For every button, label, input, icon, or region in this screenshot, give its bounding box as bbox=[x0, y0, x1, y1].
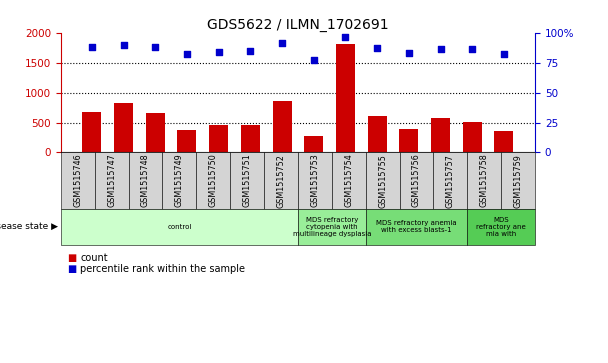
Text: percentile rank within the sample: percentile rank within the sample bbox=[80, 264, 245, 274]
Text: GSM1515750: GSM1515750 bbox=[209, 154, 218, 208]
Bar bbox=[304, 136, 323, 152]
Title: GDS5622 / ILMN_1702691: GDS5622 / ILMN_1702691 bbox=[207, 18, 389, 32]
Bar bbox=[114, 103, 133, 152]
Bar bbox=[399, 129, 418, 152]
Point bbox=[436, 46, 446, 52]
Bar bbox=[431, 118, 450, 152]
Text: control: control bbox=[167, 224, 192, 230]
Bar bbox=[241, 125, 260, 152]
Point bbox=[277, 41, 287, 46]
Text: GSM1515747: GSM1515747 bbox=[107, 154, 116, 208]
Text: GSM1515753: GSM1515753 bbox=[310, 154, 319, 208]
Text: MDS refractory anemia
with excess blasts-1: MDS refractory anemia with excess blasts… bbox=[376, 220, 457, 233]
Text: GSM1515746: GSM1515746 bbox=[73, 154, 82, 207]
Text: GSM1515749: GSM1515749 bbox=[175, 154, 184, 208]
Point bbox=[499, 51, 509, 57]
Text: GSM1515759: GSM1515759 bbox=[514, 154, 523, 208]
Bar bbox=[146, 113, 165, 152]
Point bbox=[404, 50, 413, 56]
Text: GSM1515757: GSM1515757 bbox=[446, 154, 455, 208]
Text: MDS refractory
cytopenia with
multilineage dysplasia: MDS refractory cytopenia with multilinea… bbox=[292, 217, 371, 237]
Point bbox=[309, 57, 319, 63]
Text: count: count bbox=[80, 253, 108, 264]
Point bbox=[468, 46, 477, 52]
Text: disease state ▶: disease state ▶ bbox=[0, 223, 58, 231]
Text: GSM1515755: GSM1515755 bbox=[378, 154, 387, 208]
Text: GSM1515756: GSM1515756 bbox=[412, 154, 421, 208]
Point bbox=[119, 42, 128, 48]
Bar bbox=[272, 101, 292, 152]
Bar bbox=[336, 44, 355, 152]
Bar bbox=[209, 125, 228, 152]
Point bbox=[340, 34, 350, 40]
Point bbox=[87, 44, 97, 50]
Bar bbox=[82, 112, 102, 152]
Point bbox=[372, 45, 382, 51]
Bar bbox=[463, 122, 482, 152]
Point bbox=[182, 51, 192, 57]
Bar bbox=[368, 116, 387, 152]
Text: GSM1515748: GSM1515748 bbox=[141, 154, 150, 207]
Text: MDS
refractory ane
mia with: MDS refractory ane mia with bbox=[476, 217, 526, 237]
Text: ■: ■ bbox=[67, 264, 76, 274]
Bar bbox=[494, 131, 514, 152]
Point bbox=[150, 44, 160, 50]
Bar bbox=[178, 130, 196, 152]
Point bbox=[246, 48, 255, 54]
Text: GSM1515751: GSM1515751 bbox=[243, 154, 252, 208]
Text: GSM1515758: GSM1515758 bbox=[480, 154, 489, 208]
Text: ■: ■ bbox=[67, 253, 76, 264]
Point bbox=[214, 49, 224, 55]
Text: GSM1515752: GSM1515752 bbox=[277, 154, 286, 208]
Text: GSM1515754: GSM1515754 bbox=[344, 154, 353, 208]
